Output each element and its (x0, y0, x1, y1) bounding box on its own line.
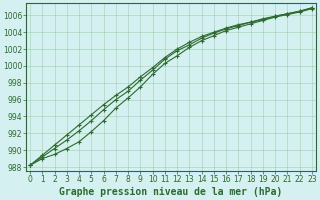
X-axis label: Graphe pression niveau de la mer (hPa): Graphe pression niveau de la mer (hPa) (59, 187, 283, 197)
